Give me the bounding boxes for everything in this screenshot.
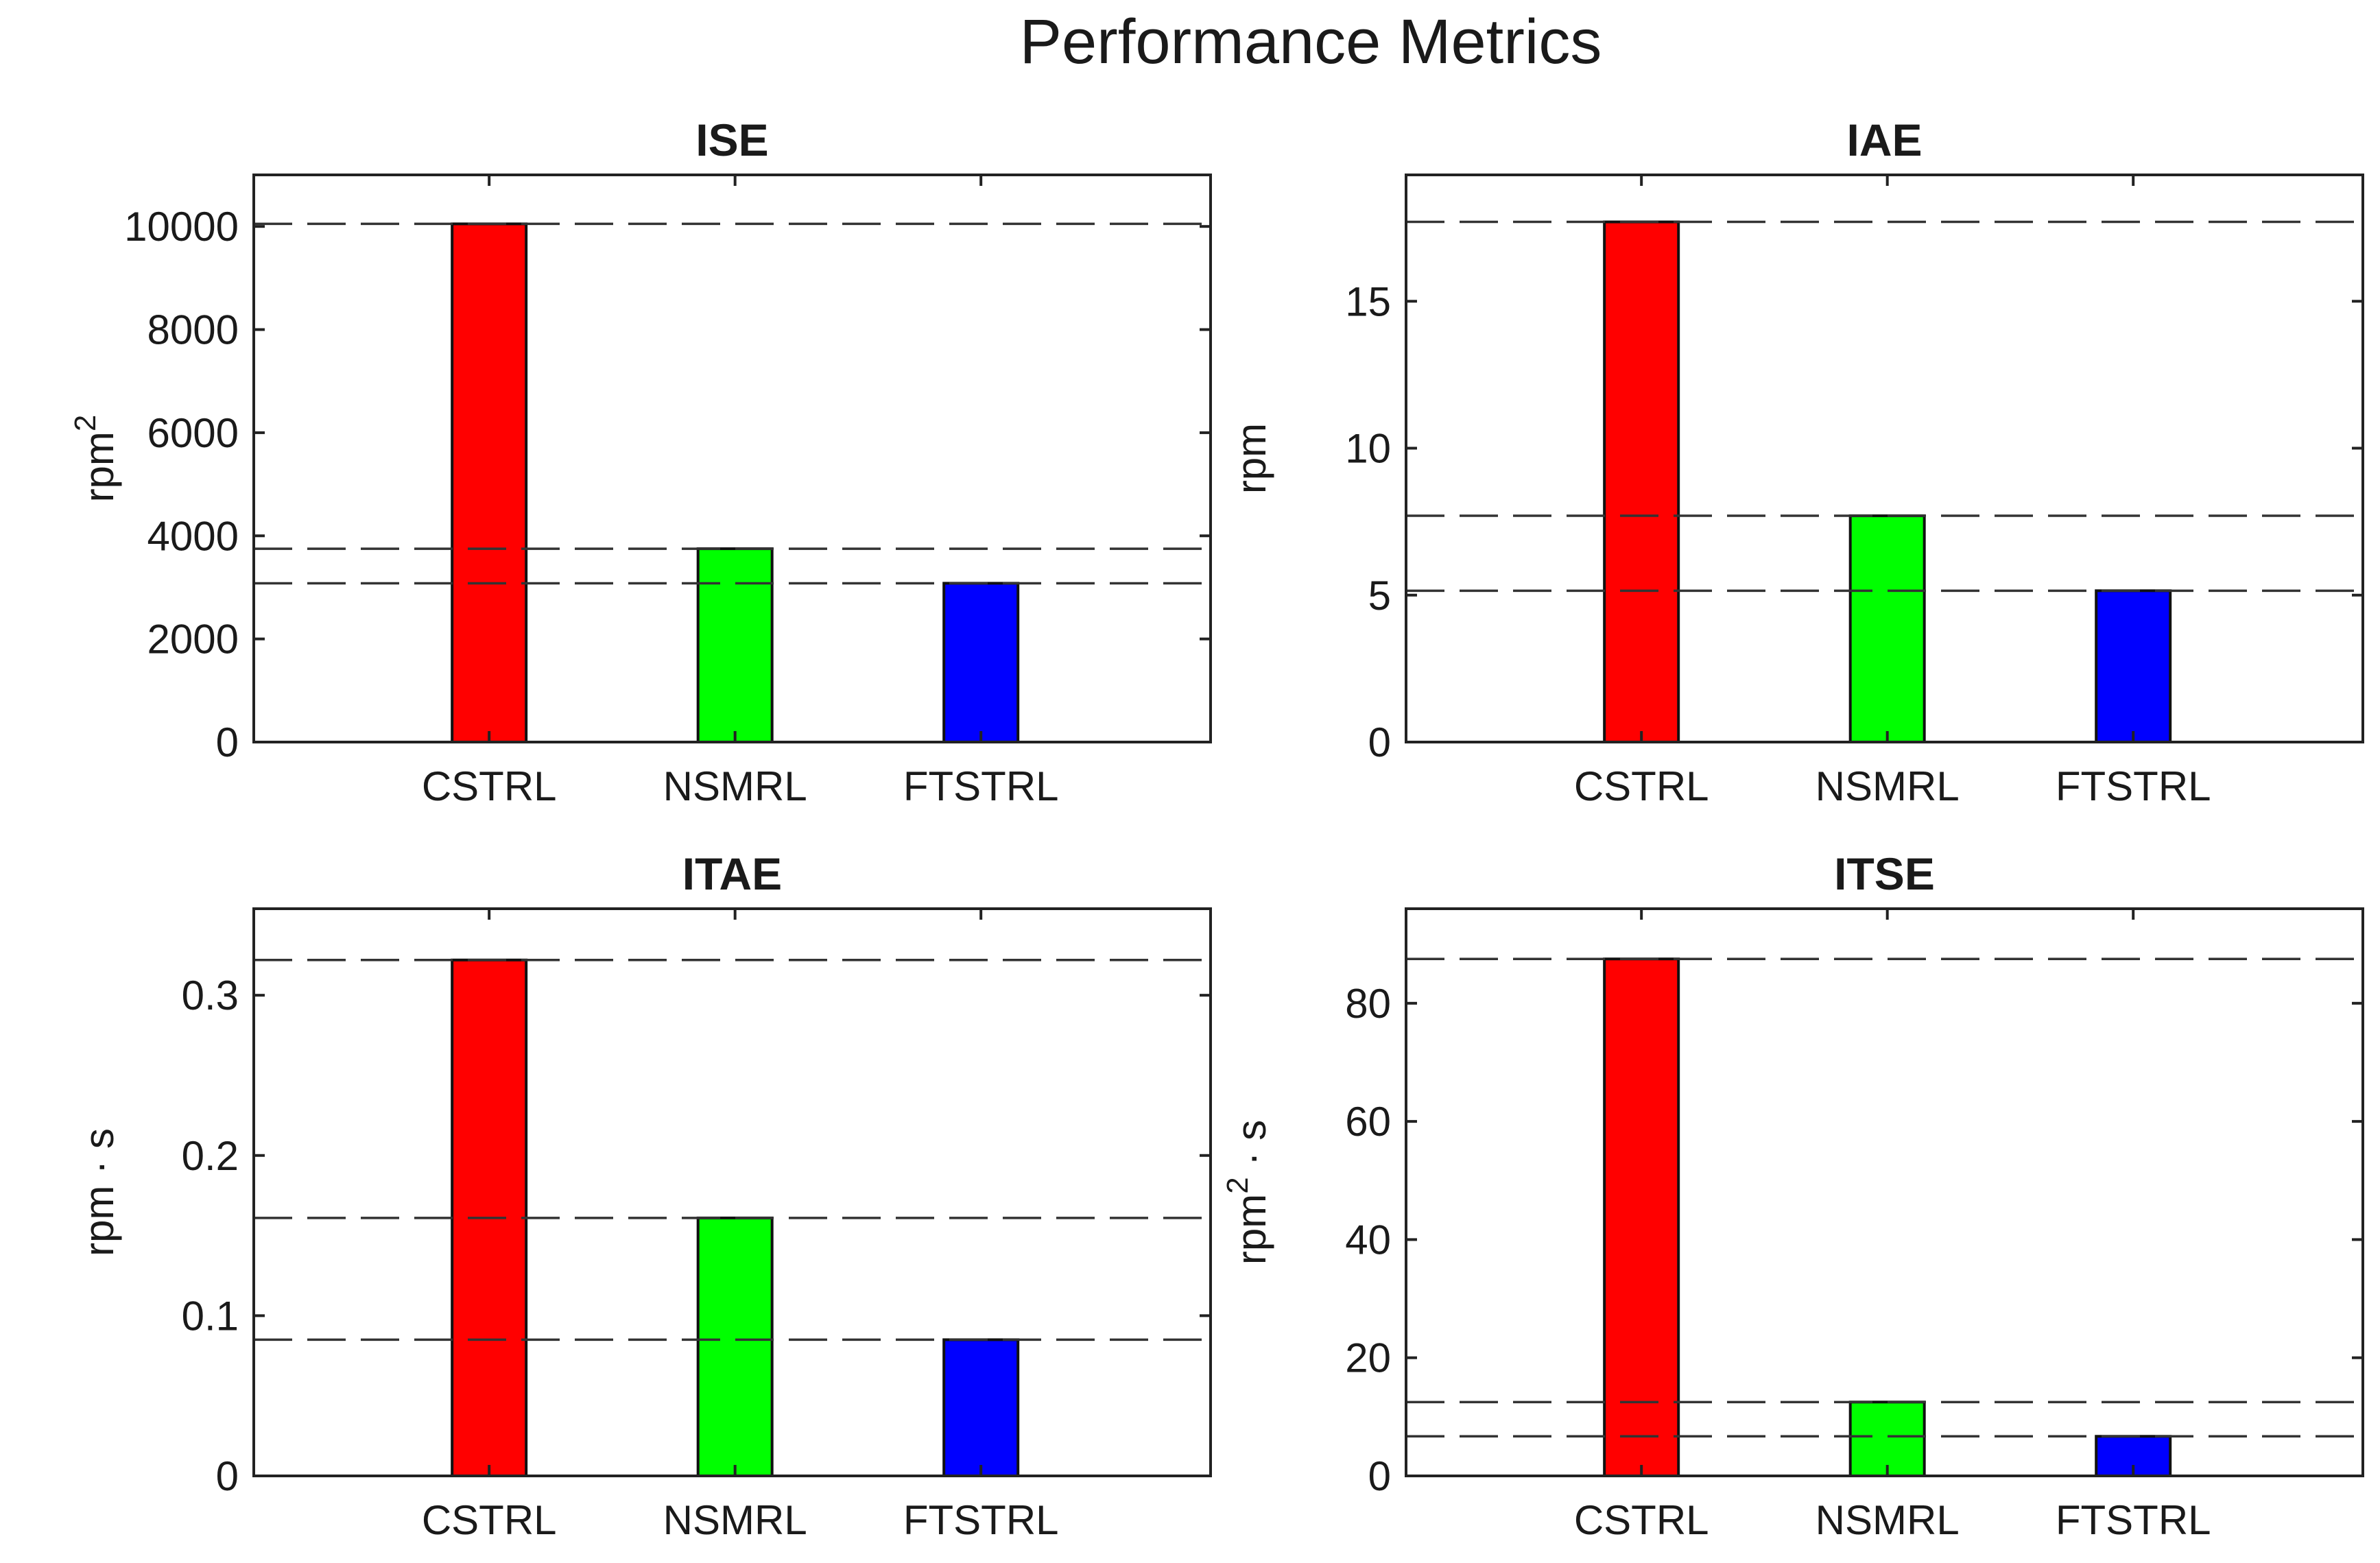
itae-xtick-label-nsmrl: NSMRL bbox=[663, 1497, 807, 1543]
iae-xtick-label-cstrl: CSTRL bbox=[1574, 763, 1709, 809]
itae-axes bbox=[252, 907, 1212, 1477]
iae-bar-nsmrl bbox=[1848, 514, 1926, 743]
itse-ytick-label: 40 bbox=[1345, 1217, 1391, 1263]
panel-iae: IAE 0 5 10 15 CSTRL NSMRL FTSTRL rpm bbox=[1228, 115, 2364, 809]
iae-ytick-label: 10 bbox=[1345, 426, 1391, 472]
itae-ytick-label: 0.2 bbox=[182, 1133, 239, 1179]
itse-axes bbox=[1405, 907, 2364, 1477]
iae-ytick-label: 0 bbox=[1368, 719, 1391, 765]
ise-xtick-label-cstrl: CSTRL bbox=[422, 763, 557, 809]
ise-ytick-label: 4000 bbox=[147, 513, 239, 559]
itae-ytick-label: 0.3 bbox=[182, 973, 239, 1018]
ise-bar-cstrl bbox=[451, 222, 528, 743]
itse-title: ITSE bbox=[1834, 848, 1935, 899]
itse-ytick-label: 20 bbox=[1345, 1335, 1391, 1381]
ise-axes bbox=[252, 174, 1212, 743]
ise-ytick-label: 2000 bbox=[147, 617, 239, 663]
itae-xtick-label-ftstrl: FTSTRL bbox=[903, 1497, 1059, 1543]
panel-itae: ITAE 0 0.1 0.2 0.3 CSTRL NSMRL FTSTRL rpm · s bbox=[76, 848, 1212, 1543]
itse-ylabel: rpm2 · s bbox=[1221, 1120, 1274, 1265]
ise-bar-nsmrl bbox=[696, 547, 774, 743]
itse-bar-cstrl bbox=[1603, 957, 1680, 1478]
iae-ytick-label: 15 bbox=[1345, 278, 1391, 324]
iae-title: IAE bbox=[1846, 115, 1922, 165]
itse-ytick-label: 0 bbox=[1368, 1453, 1391, 1499]
itae-title: ITAE bbox=[682, 848, 782, 899]
iae-bar-ftstrl bbox=[2095, 589, 2172, 744]
ise-ytick-label: 8000 bbox=[147, 307, 239, 353]
iae-ylabel: rpm bbox=[1228, 423, 1274, 494]
iae-xtick-label-ftstrl: FTSTRL bbox=[2056, 763, 2211, 809]
iae-bar-cstrl bbox=[1603, 220, 1680, 743]
itae-ylabel: rpm · s bbox=[76, 1128, 122, 1256]
itae-ytick-label: 0 bbox=[216, 1453, 239, 1499]
iae-ytick-label: 5 bbox=[1368, 573, 1391, 619]
ise-title: ISE bbox=[695, 115, 768, 165]
ise-ytick-label: 0 bbox=[216, 719, 239, 765]
itse-xtick-label-cstrl: CSTRL bbox=[1574, 1497, 1709, 1543]
iae-xtick-label-nsmrl: NSMRL bbox=[1816, 763, 1960, 809]
itse-xtick-label-nsmrl: NSMRL bbox=[1816, 1497, 1960, 1543]
ise-ylabel: rpm2 bbox=[69, 415, 122, 503]
itse-ytick-label: 60 bbox=[1345, 1099, 1391, 1145]
ise-ytick-label: 6000 bbox=[147, 410, 239, 456]
iae-axes bbox=[1405, 174, 2364, 743]
ise-xtick-label-nsmrl: NSMRL bbox=[663, 763, 807, 809]
itae-ytick-label: 0.1 bbox=[182, 1293, 239, 1339]
itse-bar-nsmrl bbox=[1848, 1400, 1926, 1478]
figure-title: Performance Metrics bbox=[1020, 7, 1602, 77]
itse-xtick-label-ftstrl: FTSTRL bbox=[2056, 1497, 2211, 1543]
ise-bar-ftstrl bbox=[942, 582, 1020, 743]
itae-xtick-label-cstrl: CSTRL bbox=[422, 1497, 557, 1543]
ise-ytick-label: 10000 bbox=[124, 204, 239, 250]
panel-ise: ISE 0 2000 4000 6000 8000 10000 CSTRL NSMRL FTSTR… bbox=[69, 115, 1212, 809]
itae-bar-ftstrl bbox=[942, 1338, 1020, 1477]
itse-ytick-label: 80 bbox=[1345, 981, 1391, 1027]
panel-itse: ITSE 0 20 40 60 80 CSTRL NSMRL FTSTRL rpm2 · s bbox=[1221, 848, 2364, 1543]
ise-xtick-label-ftstrl: FTSTRL bbox=[903, 763, 1059, 809]
itae-bar-nsmrl bbox=[696, 1216, 774, 1477]
